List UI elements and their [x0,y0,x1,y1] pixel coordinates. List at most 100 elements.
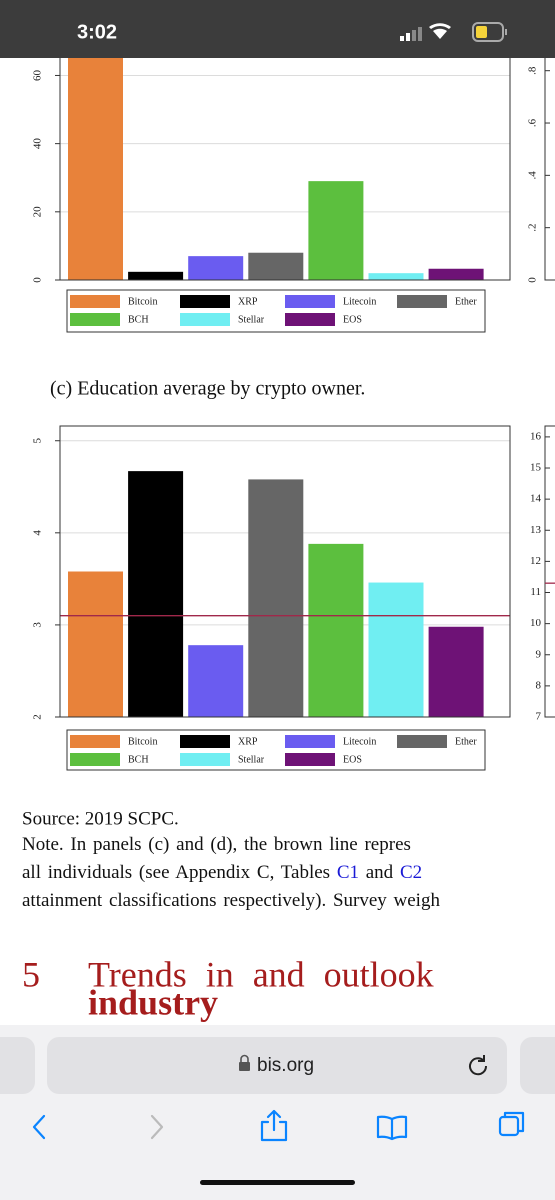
neighbour-y-tick-label: 16 [530,430,542,442]
neighbour-y-tick-label: 7 [536,711,542,723]
y-tick-label: 20 [32,206,44,218]
bar [188,256,244,280]
legend-label: BCH [128,754,149,765]
plot-frame [59,425,511,718]
bar [248,252,304,280]
back-button[interactable] [32,1114,46,1140]
bar [128,271,184,280]
legend-swatch [180,313,230,326]
clock: 3:02 [77,21,117,43]
neighbour-y-tick-label: 8 [536,679,542,691]
bar [308,181,364,280]
neighbour-y-tick-label: .2 [527,224,539,232]
legend-swatch [285,295,335,308]
legend-swatch [397,735,447,748]
bar [68,571,123,717]
status-bar [0,0,555,58]
bar [68,55,123,280]
y-tick-label: 2 [32,714,44,720]
note-line: all individuals (see Appendix C, Tables … [22,862,422,883]
legend-swatch [180,295,230,308]
legend-swatch [180,753,230,766]
bar [128,471,184,717]
address-bar[interactable] [47,1037,507,1094]
bar [248,479,304,717]
neighbour-y-tick-label: .8 [527,66,539,75]
forward-button[interactable] [150,1114,164,1140]
plot-frame [59,55,511,281]
bar [368,582,424,717]
note-text: and [359,862,400,883]
y-tick-label: 60 [32,69,44,81]
bookmarks-button[interactable] [376,1115,408,1141]
legend-label: EOS [343,754,362,765]
lock-icon [239,1054,250,1071]
legend-label: Ether [455,736,477,747]
charts: 0 20 40 60 0 .2 .4 .6 .8 Bitcoin XRP Litecoin Ether B… [32,55,555,771]
legend-label: Bitcoin [128,296,157,307]
neighbour-y-tick-label: 15 [530,462,542,474]
note-link[interactable]: C1 [337,862,359,883]
neighbour-y-tick-label: 13 [530,524,542,536]
url[interactable]: bis.org [257,1055,314,1076]
note-text: attainment classifications respectively)… [22,890,440,911]
note-line: attainment classifications respectively)… [22,890,440,911]
legend-label: Litecoin [343,736,376,747]
neighbour-y-tick-label: 14 [530,493,542,505]
caption: (c) Education average by crypto owner. [50,378,365,400]
y-tick-label: 3 [32,622,44,628]
legend-swatch [70,295,120,308]
next-tab[interactable] [520,1037,555,1094]
source: Source: 2019 SCPC. [22,808,179,829]
legend-label: BCH [128,314,149,325]
neighbour-y-tick-label: 9 [536,648,542,660]
legend-label: XRP [238,736,258,747]
legend-swatch [285,753,335,766]
heading-number: 5 [22,954,40,994]
legend-label: EOS [343,314,362,325]
document: Source: 2019 SCPC. industry 5 Trends in … [22,808,440,1022]
bar [428,268,484,280]
status-icons [400,22,507,42]
y-tick-label: 4 [32,530,44,536]
heading-title: Trends in and outlook [88,954,434,994]
legend-label: Stellar [238,754,265,765]
y-tick-label: 5 [32,437,44,443]
legend-swatch [397,295,447,308]
y-tick-label: 0 [32,277,44,283]
legend-swatch [285,313,335,326]
y-tick-label: 40 [32,138,44,150]
legend-label: Stellar [238,314,265,325]
legend-swatch [70,753,120,766]
note-line: Note. In panels (c) and (d), the brown l… [22,834,411,855]
legend-label: Bitcoin [128,736,157,747]
note-link[interactable]: C2 [400,862,422,883]
legend-label: Ether [455,296,477,307]
neighbour-y-tick-label: 0 [527,277,539,283]
heading-continuation: industry [88,982,218,1022]
bar [188,645,244,717]
neighbour-y-tick-label: .4 [527,171,539,180]
prev-tab[interactable] [0,1037,35,1094]
legend-label: Litecoin [343,296,376,307]
neighbour-y-tick-label: 10 [530,617,542,629]
legend-swatch [285,735,335,748]
legend-swatch [70,313,120,326]
neighbour-y-tick-label: 11 [530,586,541,598]
note-text: all individuals (see Appendix C, Tables [22,862,337,883]
tabs-button[interactable] [498,1111,525,1137]
bar [368,273,424,280]
legend-label: XRP [238,296,258,307]
reload-button[interactable] [469,1055,488,1076]
neighbour-y-tick-label: .6 [527,118,539,127]
bar [308,543,364,717]
share-button[interactable] [260,1109,288,1142]
home-indicator [200,1180,355,1185]
legend-swatch [70,735,120,748]
legend-swatch [180,735,230,748]
note-text: Note. In panels (c) and (d), the brown l… [22,834,411,855]
neighbour-y-tick-label: 12 [530,555,541,567]
bar [428,626,484,717]
